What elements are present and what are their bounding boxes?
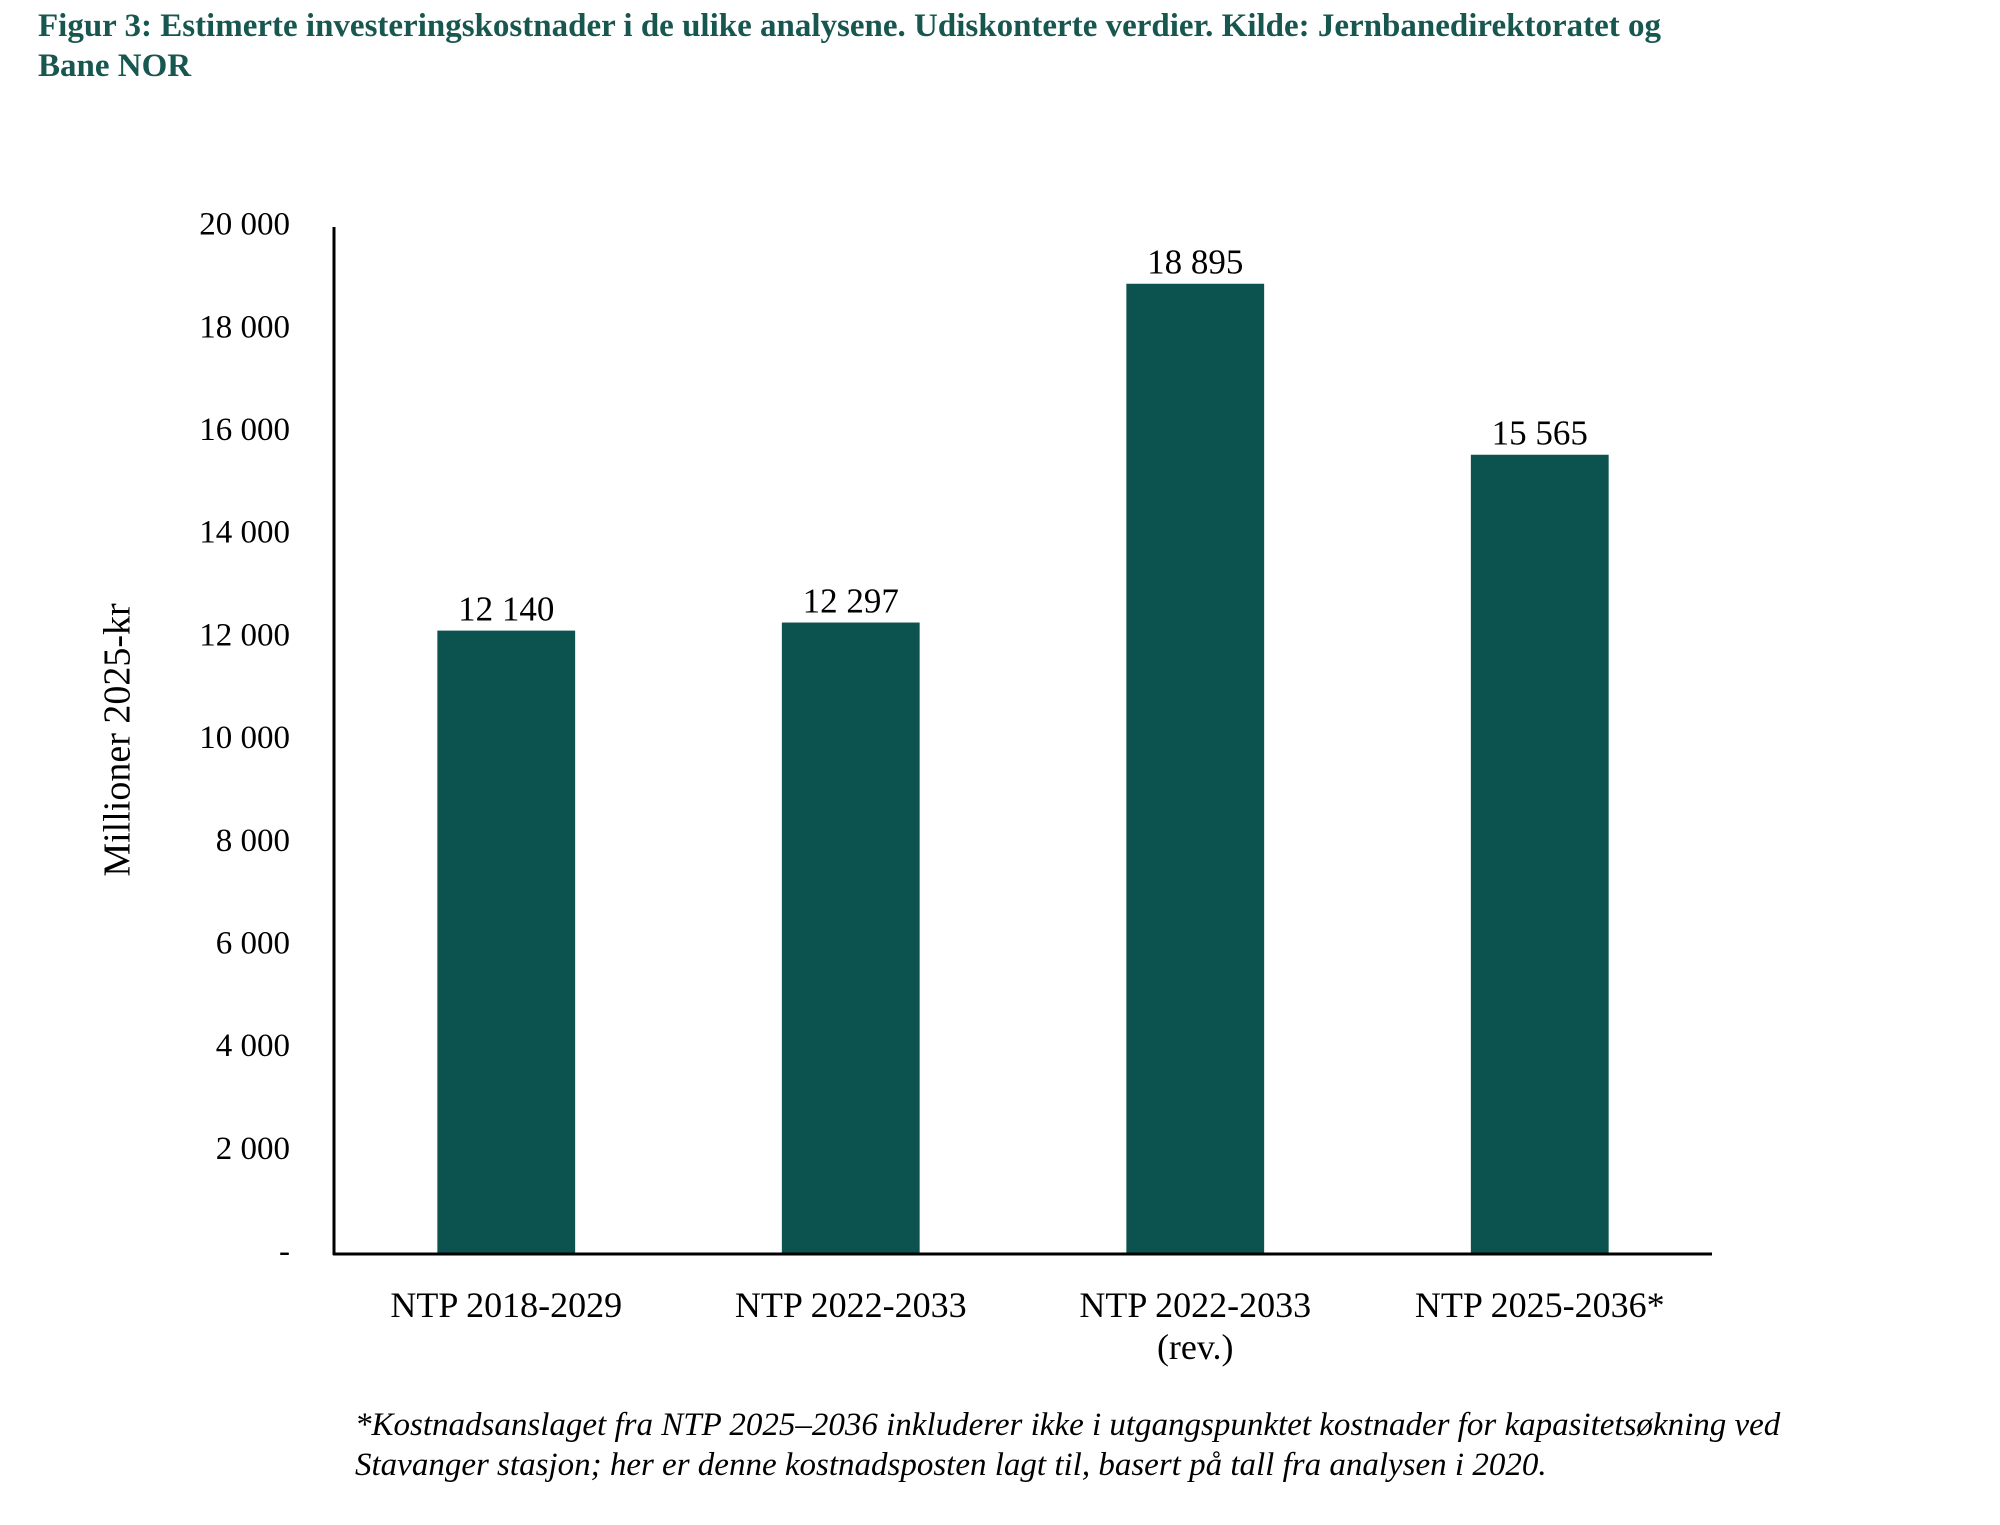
x-tick-label: NTP 2022-2033 (rev.) (1079, 1285, 1312, 1367)
y-tick-label: 16 000 (199, 412, 290, 448)
y-tick-label: 12 000 (199, 617, 290, 653)
bar (781, 622, 920, 1254)
chart-title: Figur 3: Estimerte investeringskostnader… (38, 8, 1661, 84)
y-tick-label: 6 000 (216, 925, 290, 961)
footnote: *Kostnadsanslaget fra NTP 2025–2036 inkl… (355, 1407, 1781, 1483)
bar (1126, 283, 1265, 1254)
value-label: 18 895 (1147, 243, 1243, 282)
chart: Millioner 2025-kr - 2 000 4 000 6 000 8 000 1… (97, 207, 1712, 1270)
bar (1470, 454, 1609, 1254)
y-axis-label: Millioner 2025-kr (97, 603, 139, 877)
y-tick-label: 18 000 (199, 309, 290, 345)
y-tick-label: 8 000 (216, 823, 290, 859)
x-tick-label: NTP 2022-2033 (734, 1285, 967, 1325)
value-label: 12 297 (803, 582, 899, 621)
y-tick-label: 20 000 (199, 207, 290, 243)
y-tick-label: 14 000 (199, 515, 290, 551)
y-tick-label: 2 000 (216, 1131, 290, 1167)
value-label: 12 140 (458, 590, 554, 629)
y-tick-label: 4 000 (216, 1028, 290, 1064)
y-tick-label: 10 000 (199, 720, 290, 756)
bar (437, 630, 576, 1254)
y-tick-label: - (279, 1234, 290, 1270)
value-label: 15 565 (1492, 414, 1588, 453)
x-tick-label: NTP 2018-2029 (390, 1285, 623, 1325)
x-tick-label: NTP 2025-2036* (1414, 1285, 1665, 1325)
